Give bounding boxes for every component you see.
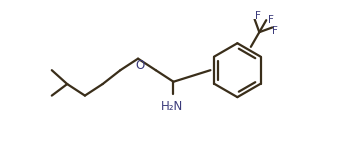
Text: F: F xyxy=(268,15,274,25)
Text: F: F xyxy=(273,26,278,36)
Text: H₂N: H₂N xyxy=(161,100,183,113)
Text: O: O xyxy=(136,59,145,72)
Text: F: F xyxy=(255,11,261,21)
